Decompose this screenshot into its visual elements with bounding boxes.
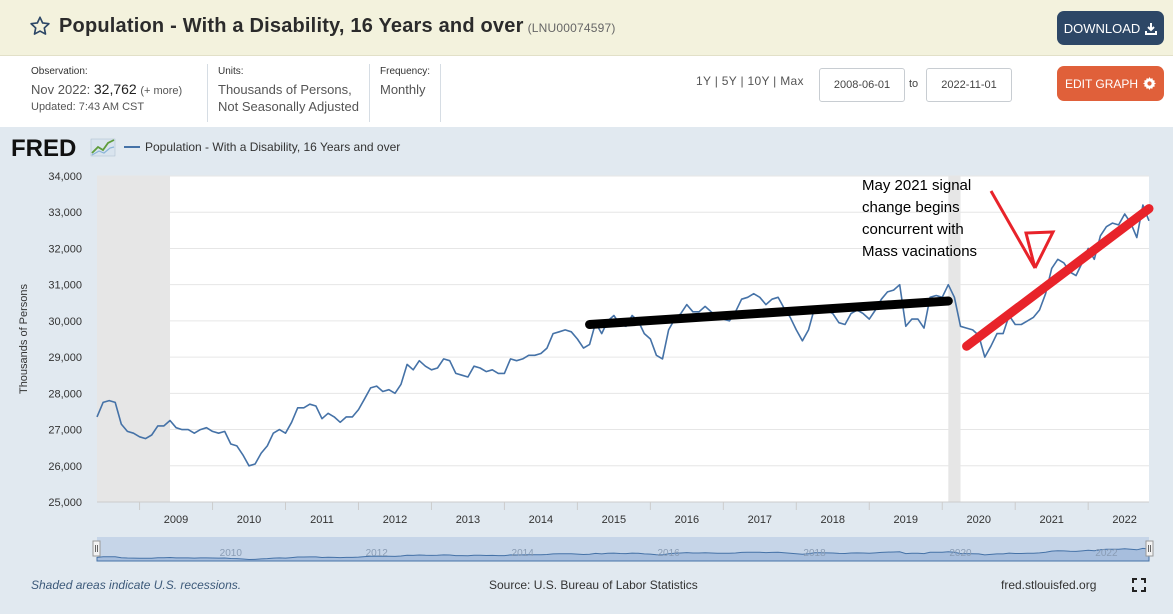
units-line-1: Thousands of Persons, <box>218 82 352 97</box>
navigator-label: 2022 <box>1095 548 1118 559</box>
divider <box>440 64 441 122</box>
units-label: Units: <box>218 66 244 77</box>
recession-note: Shaded areas indicate U.S. recessions. <box>31 578 242 592</box>
download-button[interactable]: DOWNLOAD <box>1057 11 1164 45</box>
date-to-input[interactable]: 2022-11-01 <box>926 68 1012 102</box>
x-tick-label: 2011 <box>310 514 334 526</box>
annotation-line-3: concurrent with <box>862 221 964 238</box>
navigator-series <box>96 547 1150 562</box>
frequency-block: Frequency: Monthly <box>380 66 430 98</box>
plot-area <box>97 176 1149 502</box>
x-tick-label: 2013 <box>456 514 480 526</box>
meta-row: Observation: Nov 2022: 32,762 (+ more) U… <box>0 56 1173 127</box>
title-bar: Population - With a Disability, 16 Years… <box>0 0 1173 56</box>
site-link[interactable]: fred.stlouisfed.org <box>1001 578 1097 592</box>
navigator-label: 2018 <box>803 548 826 559</box>
date-to-label: to <box>909 78 919 90</box>
y-tick-label: 32,000 <box>48 243 82 255</box>
x-tick-label: 2019 <box>894 514 918 526</box>
y-tick-label: 33,000 <box>48 207 82 219</box>
divider <box>207 64 208 122</box>
navigator-label: 2016 <box>657 548 680 559</box>
observation-label: Observation: <box>31 66 88 77</box>
observation-block: Observation: Nov 2022: 32,762 (+ more) U… <box>31 66 182 113</box>
series-id: (LNU00074597) <box>527 21 616 35</box>
observation-date: Nov 2022: <box>31 82 91 97</box>
x-tick-label: 2018 <box>821 514 845 526</box>
navigator-label: 2014 <box>512 548 535 559</box>
x-tick-label: 2016 <box>675 514 699 526</box>
units-block: Units: Thousands of Persons, Not Seasona… <box>218 66 359 115</box>
x-tick-label: 2021 <box>1039 514 1063 526</box>
frequency-value: Monthly <box>380 82 426 97</box>
y-tick-label: 34,000 <box>48 171 82 183</box>
series-title: Population - With a Disability, 16 Years… <box>59 15 524 37</box>
source-text: Source: U.S. Bureau of Labor Statistics <box>489 578 698 592</box>
x-tick-label: 2022 <box>1112 514 1136 526</box>
navigator-left-handle[interactable] <box>92 540 101 557</box>
x-tick-label: 2012 <box>383 514 407 526</box>
y-tick-label: 31,000 <box>48 280 82 292</box>
edit-graph-button[interactable]: EDIT GRAPH <box>1057 66 1164 101</box>
annotation-black-trend-line <box>585 296 953 330</box>
y-tick-label: 26,000 <box>48 461 82 473</box>
x-tick-label: 2017 <box>748 514 772 526</box>
updated-text: Updated: 7:43 AM CST <box>31 101 145 113</box>
download-label: DOWNLOAD <box>1063 20 1141 36</box>
navigator-label: 2012 <box>366 548 389 559</box>
annotation-text: May 2021 signal change begins concurrent… <box>862 177 977 260</box>
x-tick-label: 2010 <box>237 514 261 526</box>
y-tick-label: 25,000 <box>48 497 82 509</box>
navigator[interactable] <box>97 537 1149 561</box>
fred-logo: FRED <box>11 135 76 162</box>
annotation-red-trend-line <box>962 204 1154 351</box>
x-tick-label: 2015 <box>602 514 626 526</box>
star-icon[interactable] <box>29 15 51 37</box>
range-links[interactable]: 1Y | 5Y | 10Y | Max <box>696 74 804 88</box>
y-tick-label: 27,000 <box>48 425 82 437</box>
gear-icon <box>1143 77 1157 90</box>
x-tick-label: 2014 <box>529 514 553 526</box>
annotation-red-arrow <box>989 190 1056 269</box>
series-line <box>96 204 1150 467</box>
divider <box>369 64 370 122</box>
recession-band <box>948 176 961 502</box>
fred-logo-graph-icon <box>90 138 116 157</box>
edit-graph-label: EDIT GRAPH <box>1064 76 1139 91</box>
x-tick-label: 2020 <box>966 514 990 526</box>
annotation-line-2: change begins <box>862 199 960 216</box>
navigator-right-handle[interactable] <box>1145 540 1154 557</box>
observation-more-link[interactable]: (+ more) <box>140 85 183 97</box>
frequency-label: Frequency: <box>380 66 431 77</box>
date-from-input[interactable]: 2008-06-01 <box>819 68 905 102</box>
navigator-label: 2010 <box>220 548 243 559</box>
download-icon <box>1145 22 1158 35</box>
y-tick-label: 29,000 <box>48 352 82 364</box>
observation-number: 32,762 <box>93 81 137 97</box>
fullscreen-icon[interactable] <box>1132 578 1146 592</box>
navigator-label: 2020 <box>949 548 972 559</box>
page-title: Population - With a Disability, 16 Years… <box>59 15 616 38</box>
x-tick-label: 2009 <box>164 514 188 526</box>
units-line-2: Not Seasonally Adjusted <box>218 99 359 114</box>
observation-value: Nov 2022: 32,762 (+ more) <box>31 81 182 100</box>
y-tick-label: 30,000 <box>48 316 82 328</box>
annotation-line-4: Mass vacinations <box>862 243 977 260</box>
y-tick-label: 28,000 <box>48 388 82 400</box>
annotation-line-1: May 2021 signal <box>862 177 971 194</box>
y-axis-label: Thousands of Persons <box>18 283 30 394</box>
recession-band <box>97 176 170 502</box>
legend-label: Population - With a Disability, 16 Years… <box>145 140 400 154</box>
